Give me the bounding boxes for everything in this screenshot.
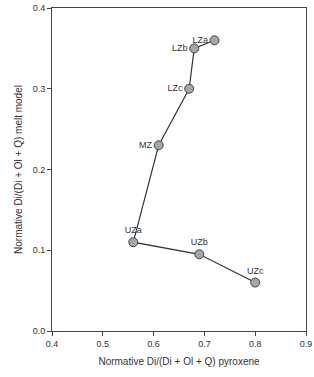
svg-text:0.6: 0.6 [147, 339, 160, 349]
svg-text:MZ: MZ [139, 140, 152, 150]
svg-text:0.4: 0.4 [46, 339, 59, 349]
svg-text:0.4: 0.4 [33, 3, 46, 13]
svg-text:0.1: 0.1 [33, 245, 46, 255]
svg-text:UZc: UZc [247, 266, 264, 276]
svg-text:UZb: UZb [191, 237, 208, 247]
svg-text:0.5: 0.5 [97, 339, 110, 349]
svg-text:Normative Di/(Di + Ol + Q) pyr: Normative Di/(Di + Ol + Q) pyroxene [98, 356, 260, 367]
svg-text:LZa: LZa [192, 35, 208, 45]
svg-text:0.7: 0.7 [198, 339, 211, 349]
svg-text:0.8: 0.8 [249, 339, 262, 349]
svg-text:Normative Di/(Di + Ol + Q) mel: Normative Di/(Di + Ol + Q) melt model [13, 85, 24, 254]
svg-text:LZc: LZc [168, 83, 184, 93]
svg-text:UZa: UZa [125, 225, 142, 235]
svg-text:0.3: 0.3 [33, 84, 46, 94]
svg-text:0.2: 0.2 [33, 165, 46, 175]
svg-text:0.9: 0.9 [300, 339, 313, 349]
svg-text:0.0: 0.0 [33, 326, 46, 336]
svg-text:LZb: LZb [172, 43, 188, 53]
